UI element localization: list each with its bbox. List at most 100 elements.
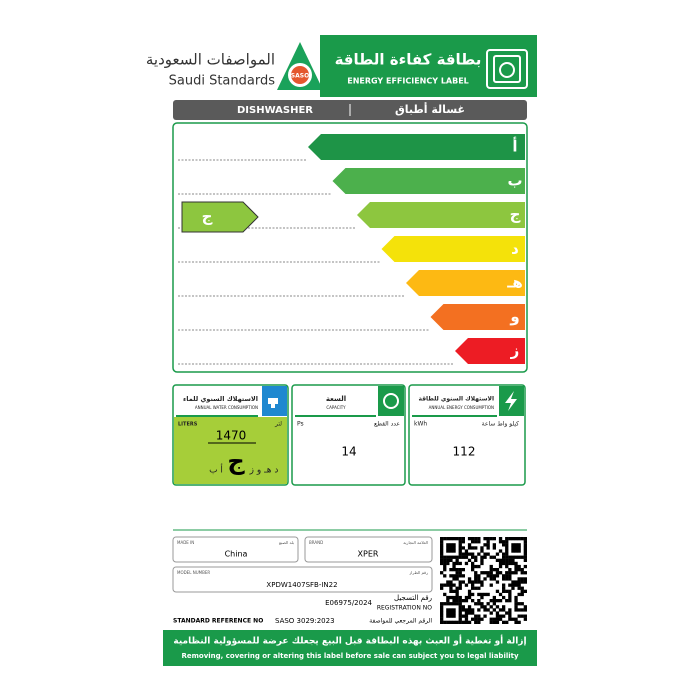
qr-module (520, 568, 524, 572)
qr-module (508, 583, 512, 587)
qr-module (508, 611, 512, 615)
qr-module (449, 583, 453, 587)
qr-module (489, 571, 493, 575)
qr-module (498, 540, 503, 544)
class-letter: هـ (506, 274, 523, 292)
qr-module (449, 580, 453, 584)
qr-module (505, 571, 509, 575)
qr-module (474, 614, 478, 618)
qr-module (452, 537, 456, 541)
qr-module (495, 599, 500, 603)
qr-module (461, 620, 465, 624)
qr-module (452, 543, 456, 547)
standard-english: STANDARD REFERENCE NO (173, 618, 263, 625)
qr-module (523, 540, 527, 544)
capacity-unit-arabic: عدد القطع (374, 421, 400, 428)
qr-module (511, 555, 515, 559)
selected-letter: ج (202, 208, 213, 226)
model-box (172, 566, 433, 593)
qr-module (446, 599, 450, 603)
water-scale-after: د هـ و ز (249, 466, 279, 476)
qr-module (458, 555, 462, 559)
qr-module (440, 561, 444, 566)
qr-module (514, 543, 518, 547)
brand-arabic: العلامة التجارية (403, 540, 428, 545)
qr-module (458, 561, 462, 566)
made-in: China (225, 550, 248, 559)
qr-module (520, 586, 524, 590)
qr-module (461, 568, 465, 572)
qr-module (458, 568, 462, 572)
qr-module (514, 617, 518, 621)
qr-module (440, 611, 444, 615)
qr-module (471, 580, 475, 584)
qr-module (492, 617, 496, 621)
qr-module (455, 595, 459, 600)
qr-module (502, 605, 506, 609)
qr-module (452, 555, 456, 559)
qr-module (474, 546, 478, 550)
qr-module (498, 617, 503, 621)
qr-module (446, 608, 450, 612)
water-scale-before: أ ب (209, 464, 223, 476)
qr-module (498, 599, 503, 603)
qr-module (511, 549, 515, 553)
qr-module (489, 537, 493, 541)
qr-module (514, 583, 518, 587)
qr-module (498, 571, 503, 575)
qr-module (467, 595, 472, 600)
qr-module (446, 611, 450, 615)
qr-module (502, 540, 506, 544)
qr-module (492, 537, 496, 541)
qr-module (446, 543, 450, 547)
qr-module (483, 571, 487, 575)
qr-module (508, 617, 512, 621)
qr-module (464, 555, 469, 559)
qr-module (480, 549, 484, 553)
qr-module (446, 583, 450, 587)
qr-module (492, 602, 496, 606)
qr-module (471, 586, 475, 590)
qr-module (477, 620, 481, 624)
qr-module (458, 599, 462, 603)
qr-module (483, 608, 487, 612)
water-title-arabic: الاستهلاك السنوي للماء (183, 395, 258, 403)
qr-module (455, 571, 459, 575)
qr-module (452, 577, 456, 581)
rating-box (172, 122, 528, 373)
qr-module (449, 608, 453, 612)
standard: SASO 3029:2023 (275, 617, 335, 625)
qr-module (461, 552, 465, 556)
qr-module (498, 537, 503, 541)
energy-unit-english: kWh (414, 421, 427, 428)
qr-module (511, 537, 515, 541)
qr-module (508, 571, 512, 575)
qr-module (458, 614, 462, 618)
qr-module (446, 620, 450, 624)
qr-module (458, 546, 462, 550)
qr-module (505, 589, 509, 593)
qr-module (458, 605, 462, 609)
qr-module (511, 586, 515, 590)
qr-module (511, 617, 515, 621)
qr-module (449, 543, 453, 547)
model: XPDW1407SFB-IN22 (266, 581, 337, 589)
qr-module (449, 546, 453, 550)
qr-module (523, 537, 527, 541)
qr-module (452, 595, 456, 600)
qr-module (461, 599, 465, 603)
registration-arabic: رقم التسجيل (394, 594, 432, 602)
qr-module (452, 561, 456, 566)
qr-module (492, 599, 496, 603)
qr-module (449, 614, 453, 618)
qr-module (489, 577, 493, 581)
energy-title-arabic: الاستهلاك السنوي للطاقة (418, 396, 494, 403)
water-unit-arabic: لتر (274, 421, 282, 428)
qr-module (505, 558, 509, 562)
qr-module (474, 602, 478, 606)
qr-module (517, 586, 521, 590)
qr-module (514, 568, 518, 572)
qr-module (477, 617, 481, 621)
qr-module (495, 605, 500, 609)
qr-module (492, 568, 496, 572)
